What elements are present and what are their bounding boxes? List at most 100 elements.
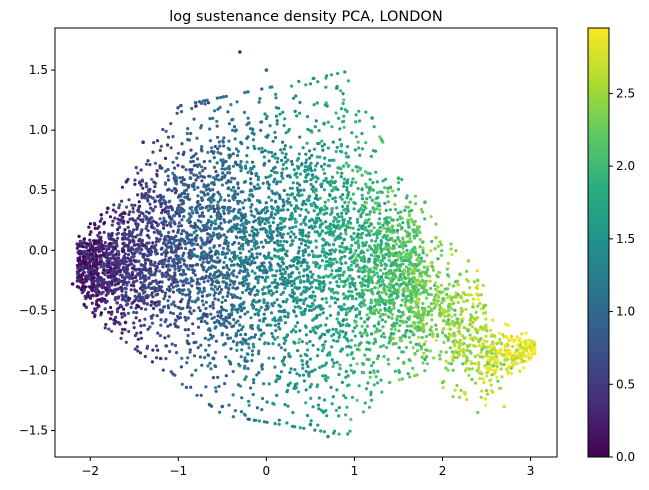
- scatter-point: [450, 252, 454, 257]
- scatter-point: [214, 169, 218, 174]
- scatter-point: [353, 334, 357, 338]
- scatter-point: [380, 318, 384, 322]
- scatter-point: [441, 385, 445, 390]
- scatter-point: [263, 112, 267, 116]
- scatter-point: [438, 303, 442, 308]
- scatter-point: [439, 350, 443, 354]
- scatter-point: [305, 360, 309, 364]
- scatter-point: [194, 368, 198, 372]
- scatter-point: [424, 334, 429, 339]
- scatter-point: [384, 313, 388, 317]
- scatter-point: [159, 288, 163, 292]
- scatter-point: [217, 292, 221, 296]
- scatter-point: [378, 294, 382, 298]
- scatter-point: [166, 168, 170, 172]
- scatter-point: [299, 233, 304, 237]
- scatter-point: [117, 203, 122, 207]
- scatter-point: [190, 251, 194, 255]
- scatter-point: [451, 295, 455, 299]
- scatter-point: [196, 194, 200, 198]
- scatter-point: [408, 237, 412, 241]
- scatter-point: [184, 318, 188, 322]
- scatter-point: [310, 217, 314, 221]
- scatter-point: [211, 300, 215, 305]
- scatter-point: [221, 295, 225, 299]
- scatter-point: [284, 160, 288, 164]
- scatter-point: [112, 267, 116, 271]
- scatter-point: [218, 95, 223, 100]
- scatter-point: [75, 242, 79, 246]
- scatter-point: [225, 325, 229, 329]
- scatter-point: [224, 276, 228, 280]
- scatter-point: [254, 246, 258, 251]
- scatter-point: [208, 246, 212, 251]
- scatter-point: [485, 340, 489, 344]
- scatter-point: [107, 327, 111, 331]
- scatter-point: [116, 217, 120, 221]
- scatter-point: [127, 241, 132, 245]
- scatter-point: [341, 164, 346, 168]
- scatter-point: [219, 305, 224, 309]
- scatter-point: [183, 328, 187, 332]
- scatter-point: [491, 343, 495, 347]
- scatter-point: [114, 287, 118, 291]
- scatter-point: [138, 276, 142, 281]
- scatter-point: [319, 219, 323, 223]
- scatter-point: [280, 158, 284, 162]
- scatter-point: [151, 348, 155, 352]
- scatter-point: [396, 181, 401, 185]
- scatter-point: [285, 249, 289, 253]
- scatter-point: [191, 268, 195, 272]
- scatter-point: [173, 264, 177, 268]
- scatter-point: [400, 226, 404, 230]
- scatter-point: [430, 239, 434, 244]
- scatter-point: [499, 367, 503, 371]
- scatter-point: [270, 210, 274, 214]
- scatter-point: [392, 301, 396, 305]
- scatter-point: [155, 172, 159, 176]
- scatter-point: [246, 146, 250, 150]
- scatter-point: [366, 284, 370, 288]
- scatter-point: [208, 139, 212, 143]
- scatter-point: [217, 260, 221, 264]
- scatter-point: [210, 317, 214, 321]
- scatter-point: [445, 296, 449, 300]
- scatter-point: [146, 193, 150, 197]
- scatter-point: [341, 273, 345, 277]
- scatter-point: [387, 341, 391, 345]
- scatter-point: [477, 363, 481, 367]
- scatter-point: [348, 226, 352, 230]
- scatter-point: [222, 218, 226, 222]
- scatter-point: [158, 148, 162, 152]
- scatter-point: [473, 354, 477, 359]
- scatter-point: [398, 265, 402, 269]
- scatter-point: [304, 401, 308, 405]
- scatter-point: [425, 322, 429, 326]
- scatter-point: [518, 343, 523, 347]
- scatter-point: [294, 330, 298, 334]
- scatter-point: [120, 185, 125, 189]
- scatter-point: [515, 335, 519, 339]
- scatter-point: [187, 238, 192, 242]
- scatter-point: [289, 280, 293, 284]
- scatter-point: [328, 194, 332, 198]
- scatter-point: [179, 279, 183, 283]
- scatter-point: [191, 322, 195, 326]
- scatter-point: [143, 243, 147, 248]
- scatter-point: [513, 351, 517, 355]
- scatter-point: [99, 311, 103, 315]
- scatter-point: [499, 342, 503, 346]
- scatter-point: [327, 352, 331, 356]
- scatter-point: [116, 231, 120, 235]
- scatter-point: [167, 306, 171, 310]
- scatter-point: [494, 361, 498, 365]
- scatter-point: [315, 230, 319, 234]
- scatter-point: [250, 203, 254, 207]
- scatter-point: [357, 275, 361, 279]
- scatter-point: [407, 214, 411, 218]
- scatter-point: [225, 271, 229, 275]
- scatter-point: [170, 217, 174, 221]
- scatter-point: [227, 139, 231, 143]
- scatter-point: [155, 236, 159, 241]
- scatter-point: [322, 285, 326, 289]
